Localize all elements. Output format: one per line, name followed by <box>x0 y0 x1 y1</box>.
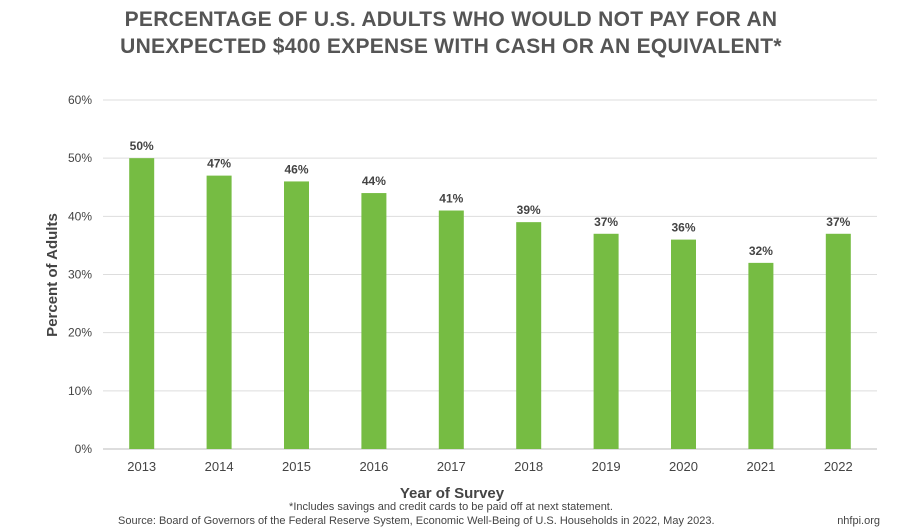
bar-2017 <box>438 210 464 449</box>
x-tick-label-2020: 2020 <box>669 459 698 474</box>
x-tick-label-2017: 2017 <box>437 459 466 474</box>
data-label-2013: 50% <box>130 139 154 153</box>
source-note: Source: Board of Governors of the Federa… <box>118 515 715 527</box>
y-tick-label: 20% <box>68 326 92 340</box>
data-label-2016: 44% <box>362 174 386 188</box>
data-labels: 50% 47% 46% 44% 41% 39% 37% 36% 32% 37% <box>130 139 851 258</box>
y-tick-label: 10% <box>68 384 92 398</box>
site-url: nhfpi.org <box>837 515 880 527</box>
gridlines <box>103 99 877 450</box>
data-label-2017: 41% <box>439 192 463 206</box>
x-tick-label-2018: 2018 <box>514 459 543 474</box>
x-tick-label-2016: 2016 <box>359 459 388 474</box>
data-label-2018: 39% <box>517 203 541 217</box>
bar-2013 <box>129 158 155 449</box>
bar-2022 <box>825 233 851 449</box>
bar-2016 <box>361 193 387 449</box>
y-axis-label: Percent of Adults <box>44 213 61 337</box>
data-label-2022: 37% <box>826 215 850 229</box>
bar-2018 <box>516 222 542 449</box>
data-label-2015: 46% <box>284 162 308 176</box>
y-tick-label: 30% <box>68 268 92 282</box>
bar-2019 <box>593 233 619 449</box>
chart-title-line1: PERCENTAGE OF U.S. ADULTS WHO WOULD NOT … <box>124 8 778 31</box>
footnote: *Includes savings and credit cards to be… <box>289 501 613 513</box>
y-tick-label: 40% <box>68 209 92 223</box>
bar-2014 <box>206 175 232 449</box>
x-axis-label: Year of Survey <box>400 485 505 502</box>
x-tick-label-2019: 2019 <box>592 459 621 474</box>
x-tick-label-2022: 2022 <box>824 459 853 474</box>
y-tick-label: 50% <box>68 151 92 165</box>
data-label-2021: 32% <box>749 244 773 258</box>
x-tick-label-2013: 2013 <box>127 459 156 474</box>
x-tick-label-2015: 2015 <box>282 459 311 474</box>
data-label-2020: 36% <box>671 221 695 235</box>
chart-title-line2: UNEXPECTED $400 EXPENSE WITH CASH OR AN … <box>120 35 782 58</box>
bar-2015 <box>284 181 309 449</box>
x-tick-label-2021: 2021 <box>746 459 775 474</box>
data-label-2019: 37% <box>594 215 618 229</box>
data-label-2014: 47% <box>207 157 231 171</box>
y-tick-label: 60% <box>68 93 92 107</box>
bars <box>129 158 851 449</box>
x-tick-label-2014: 2014 <box>205 459 234 474</box>
y-tick-label: 0% <box>75 442 93 456</box>
bar-2021 <box>748 262 774 449</box>
bar-2020 <box>671 239 696 449</box>
chart-title: PERCENTAGE OF U.S. ADULTS WHO WOULD NOT … <box>0 6 902 60</box>
x-axis-ticks: 2013 2014 2015 2016 2017 2018 2019 2020 2021 2022 <box>127 459 853 474</box>
y-axis-ticks: 0% 10% 20% 30% 40% 50% 60% <box>68 93 92 456</box>
